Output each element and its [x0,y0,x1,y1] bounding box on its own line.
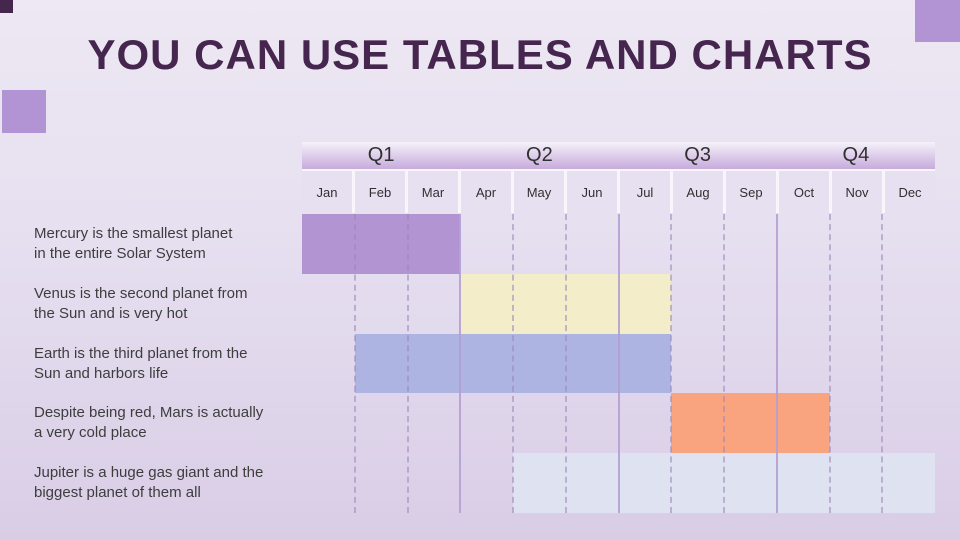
month-gridline [881,214,884,513]
quarter-gridline [459,214,462,513]
month-header-jan: Jan [302,171,355,213]
month-gridline [564,214,567,513]
gantt-bar-mars [671,393,830,454]
month-gridline [828,214,831,513]
task-label-line: Despite being red, Mars is actually [34,404,264,422]
task-label-line: biggest planet of them all [34,484,201,502]
month-gridline [723,214,725,513]
task-label-venus: Venus is the second planet from the Sun a… [34,274,296,334]
month-header-mar: Mar [408,171,461,213]
month-header-dec: Dec [885,171,935,213]
gantt-chart: Q1 Q2 Q3 Q4 Jan Feb Mar Apr May Jun Jul Aug Sep Oct N… [302,142,935,513]
decor-square-left [2,90,46,133]
month-gridline [670,214,673,513]
task-label-line: Jupiter is a huge gas giant and the [34,464,264,482]
quarter-header-row: Q1 Q2 Q3 Q4 [302,142,935,169]
month-header-apr: Apr [461,171,514,213]
task-label-line: a very cold place [34,424,147,442]
month-header-nov: Nov [832,171,885,213]
month-header-jun: Jun [567,171,620,213]
quarter-header-q4: Q4 [842,144,870,166]
task-label-line: the Sun and is very hot [34,304,188,322]
decor-square-top-right [915,0,960,42]
task-label-line: Venus is the second planet from [34,284,248,302]
quarter-gridline [775,214,778,513]
gantt-body [302,214,935,513]
quarter-header-q1: Q1 [367,144,395,166]
month-header-aug: Aug [673,171,726,213]
quarter-header-q3: Q3 [684,144,711,166]
quarter-header-q2: Q2 [526,144,553,166]
quarter-gridline [617,214,620,513]
page-title: YOU CAN USE TABLES AND CHARTS [87,31,873,78]
month-header-feb: Feb [355,171,408,213]
month-header-oct: Oct [779,171,832,213]
task-label-line: Sun and harbors life [34,364,169,382]
gantt-bar-mercury [302,214,461,274]
task-label-mars: Despite being red, Mars is actually a ver… [34,393,296,453]
month-gridline [512,214,514,513]
month-header-jul: Jul [620,171,673,213]
task-label-jupiter: Jupiter is a huge gas giant and the bigge… [34,453,296,513]
task-label-line: Earth is the third planet from the [34,344,248,362]
task-label-mercury: Mercury is the smallest planet in the ent… [34,214,296,274]
task-label-line: in the entire Solar System [34,245,206,262]
task-label-line: Mercury is the smallest planet [34,225,233,242]
month-gridline [353,214,356,513]
task-label-earth: Earth is the third planet from the Sun an… [34,334,296,394]
month-header-row: Jan Feb Mar Apr May Jun Jul Aug Sep Oct Nov Dec [302,169,935,213]
month-header-sep: Sep [726,171,779,213]
decor-square-top-left [0,0,13,13]
month-gridline [406,214,409,513]
month-header-may: May [514,171,567,213]
